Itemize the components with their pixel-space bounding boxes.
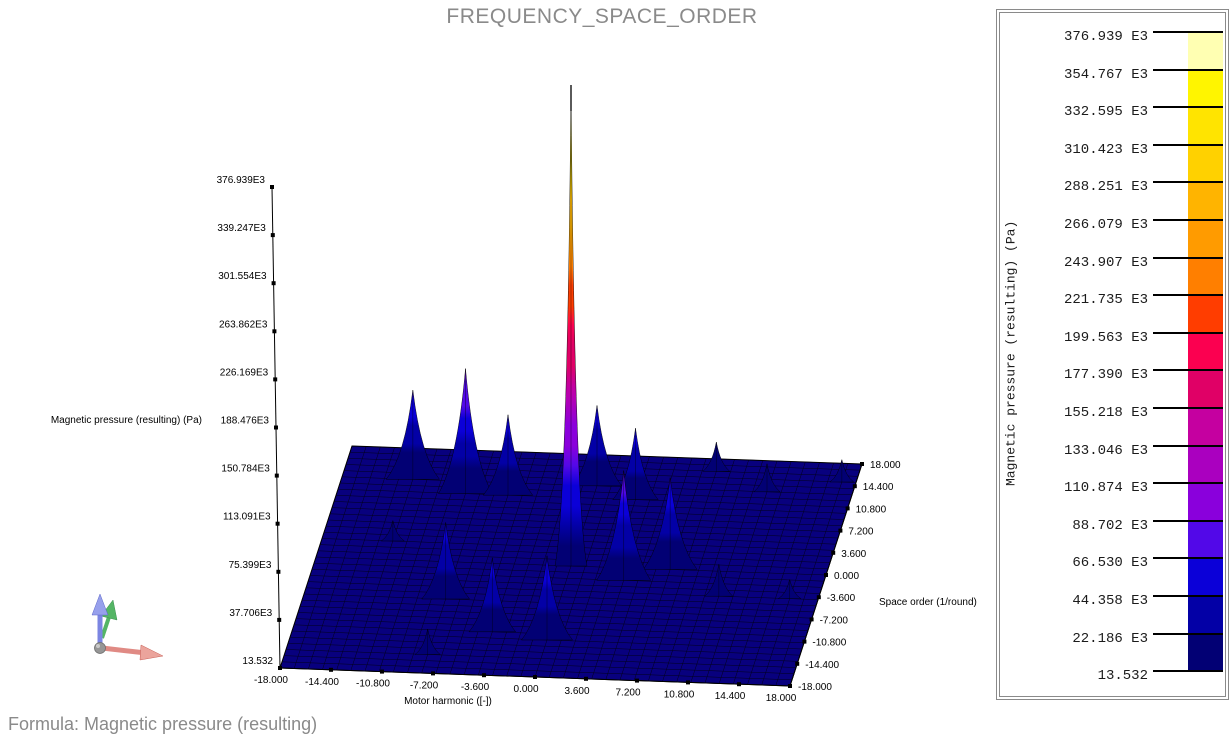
legend-tick-line [1153,219,1223,221]
z-axis-tick-label: 301.554E3 [218,271,267,282]
depth-axis-tick-label: 18.000 [870,460,901,471]
legend-color-segment [1188,331,1223,370]
z-axis-tick-label: 263.862E3 [219,319,268,330]
legend-color-segment [1188,632,1223,671]
legend-tick-label: 110.874 E3 [1063,480,1148,497]
surface-peaks [380,84,855,655]
legend-tick-line [1153,143,1223,146]
legend-tick-line [1153,407,1223,409]
legend-tick-label: 376.939 E3 [1063,29,1148,45]
x-axis-tick-label: -10.800 [356,679,390,690]
legend-tick-line [1153,181,1223,184]
depth-axis-tick-label: 7.200 [848,527,873,538]
legend-axis-label: Magnetic pressure (resulting) (Pa) [1003,220,1019,486]
x-axis-tick-label: 3.600 [564,686,589,697]
x-axis-tick-label: 0.000 [513,684,538,695]
depth-axis-tick-label: -3.600 [827,593,856,604]
legend-tick-line [1153,294,1223,297]
legend-tick-label: 310.423 E3 [1063,141,1148,158]
legend-tick-label: 199.563 E3 [1063,329,1148,346]
x-axis-tick-label: 18.000 [766,693,797,704]
legend-color-segment [1188,444,1223,483]
legend-color-segment [1188,407,1223,446]
legend-color-segment [1188,482,1223,521]
depth-axis-tick-label: -10.800 [812,638,846,649]
legend-tick-line [1153,369,1223,372]
legend-tick-label: 354.767 E3 [1063,66,1148,83]
legend-color-segment [1188,519,1223,558]
legend-tick-line [1153,444,1223,447]
legend-tick-line [1153,106,1223,109]
formula-caption: Formula: Magnetic pressure (resulting) [8,714,318,734]
x-axis-tick-label: -3.600 [461,682,490,693]
page-title: FREQUENCY_SPACE_ORDER [446,5,758,28]
legend-tick-label: 221.735 E3 [1063,292,1148,309]
legend-tick-line [1153,31,1223,33]
x-axis-tick-label: -18.000 [254,675,288,686]
legend-tick-label: 133.046 E3 [1063,442,1148,459]
legend-color-segment [1188,219,1223,258]
z-axis-tick-label: 75.399E3 [229,560,272,571]
x-axis-tick-label: -14.400 [305,677,339,688]
legend-tick-label: 66.530 E3 [1072,555,1148,572]
depth-axis-title: Space order (1/round) [879,597,977,608]
legend-tick-line [1153,557,1223,560]
legend-color-segment [1188,369,1223,408]
plot-axes: 13.532 37.706E3 75.399E3 113.091E3 150.784E3… [51,175,977,707]
legend-tick-line [1153,482,1223,485]
z-axis-tick-label: 376.939E3 [217,175,266,186]
z-axis-tick-label: 113.091E3 [223,512,271,523]
legend-color-segment [1188,106,1223,145]
legend-color-segment [1188,181,1223,220]
legend-tick-label: 332.595 E3 [1063,104,1148,121]
orientation-triad-icon [91,593,164,661]
z-axis-tick-label: 13.532 [242,656,273,667]
legend-tick-line [1153,68,1223,71]
legend-color-segment [1188,595,1223,634]
depth-axis-tick-label: 0.000 [834,571,859,582]
z-axis-tick-label: 150.784E3 [221,464,270,475]
depth-axis-tick-label: -14.400 [805,660,839,671]
legend-tick-label: 243.907 E3 [1063,254,1148,271]
surface-plot-canvas[interactable]: 13.532 37.706E3 75.399E3 113.091E3 150.784E3… [0,0,992,712]
depth-axis-tick-label: 10.800 [856,504,887,515]
legend-tick-label: 44.358 E3 [1072,593,1148,609]
depth-axis-tick-label: 3.600 [841,549,866,560]
x-axis-title: Motor harmonic ([-]) [404,696,492,707]
legend-tick-line [1153,519,1223,522]
legend-color-segment [1188,31,1223,70]
legend-tick-line [1153,595,1223,597]
depth-axis-tick-label: 14.400 [863,482,894,493]
x-axis-tick-label: 7.200 [615,688,640,699]
z-axis-tick-label: 188.476E3 [221,416,270,427]
legend-tick-line [1153,670,1223,673]
legend-tick-label: 155.218 E3 [1063,405,1148,421]
legend-color-segment [1188,294,1223,333]
x-axis-tick-label: 14.400 [715,691,746,702]
x-axis-tick-label: 10.800 [664,689,695,700]
color-legend: 376.939 E3 354.767 E3 332.595 E3 310.423 E3… [996,9,1229,700]
legend-color-segment [1188,68,1223,107]
legend-color-segment [1188,143,1223,182]
legend-tick-label: 13.532 [1097,668,1148,685]
z-axis-tick-label: 226.169E3 [220,367,269,378]
z-axis-tick-label: 37.706E3 [229,608,272,619]
depth-axis-tick-label: -7.200 [820,615,849,626]
legend-tick-label: 177.390 E3 [1063,367,1148,384]
legend-tick-label: 288.251 E3 [1063,179,1148,196]
legend-tick-label: 22.186 E3 [1072,630,1148,647]
legend-tick-line [1153,256,1223,259]
legend-tick-line [1153,632,1223,635]
x-axis-tick-label: -7.200 [410,680,439,691]
legend-tick-line [1153,331,1223,334]
legend-color-segment [1188,557,1223,596]
legend-tick-label: 266.079 E3 [1063,217,1148,233]
legend-color-segment [1188,256,1223,295]
z-axis-tick-label: 339.247E3 [217,223,266,234]
legend-tick-label: 88.702 E3 [1072,517,1148,534]
z-axis-title: Magnetic pressure (resulting) (Pa) [51,415,202,426]
depth-axis-tick-label: -18.000 [798,682,832,693]
